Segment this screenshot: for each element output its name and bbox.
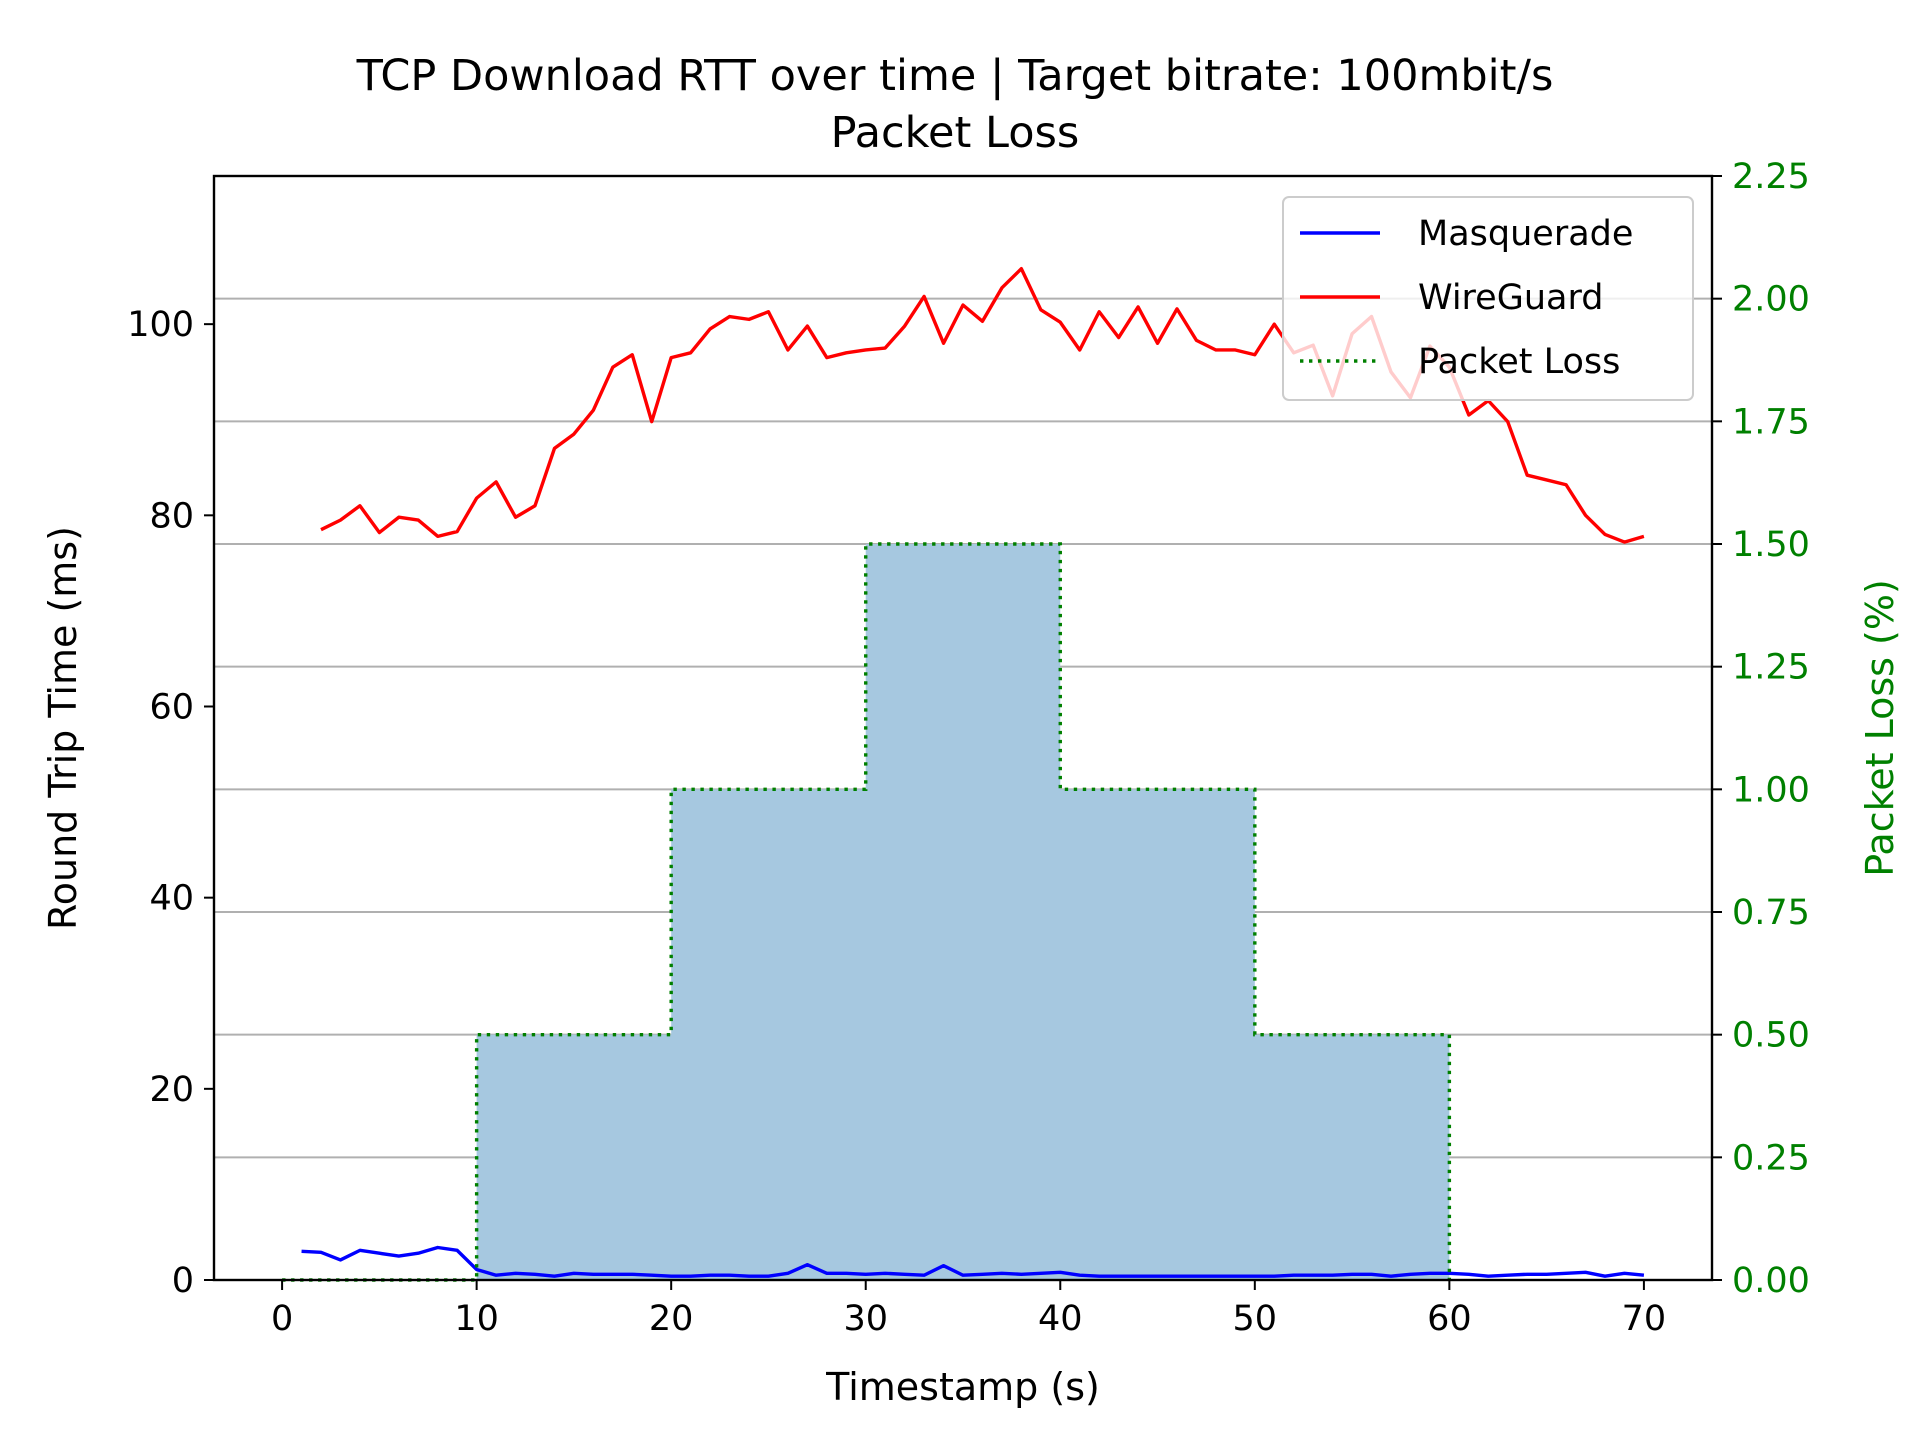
x-tick-label: 70 bbox=[1622, 1299, 1667, 1339]
right-y-tick-label: 0.25 bbox=[1732, 1138, 1810, 1178]
legend-label-masquerade: Masquerade bbox=[1418, 214, 1633, 254]
x-axis-label: Timestamp (s) bbox=[825, 1365, 1100, 1409]
right-y-tick-label: 0.75 bbox=[1732, 893, 1810, 933]
x-tick-label: 60 bbox=[1427, 1299, 1472, 1339]
x-tick-label: 20 bbox=[649, 1299, 694, 1339]
chart-title: TCP Download RTT over time | Target bitr… bbox=[356, 51, 1554, 101]
x-tick-label: 0 bbox=[271, 1299, 293, 1339]
x-tick-label: 50 bbox=[1233, 1299, 1278, 1339]
right-y-axis-label: Packet Loss (%) bbox=[1858, 579, 1902, 877]
right-y-tick-label: 1.25 bbox=[1732, 648, 1810, 688]
right-y-tick-label: 1.00 bbox=[1732, 770, 1810, 810]
chart-subtitle: Packet Loss bbox=[831, 108, 1080, 158]
y-axis-ticks: 0 20 40 60 80 100 bbox=[127, 305, 214, 1301]
right-y-tick-label: 1.50 bbox=[1732, 525, 1810, 565]
legend-label-packet-loss: Packet Loss bbox=[1418, 342, 1620, 382]
right-y-tick-label: 0.50 bbox=[1732, 1016, 1810, 1056]
y-tick-label: 100 bbox=[127, 305, 194, 345]
y-tick-label: 40 bbox=[149, 879, 194, 919]
y-tick-label: 20 bbox=[149, 1070, 194, 1110]
y-tick-label: 80 bbox=[149, 496, 194, 536]
y-tick-label: 0 bbox=[172, 1261, 194, 1301]
right-y-axis-ticks: 0.00 0.25 0.50 0.75 1.00 1.25 1.50 1.75 2.00 2.25 bbox=[1712, 157, 1810, 1301]
x-tick-label: 10 bbox=[454, 1299, 499, 1339]
series-line-masquerade bbox=[301, 1245, 1645, 1278]
series-line-packet-loss bbox=[282, 542, 1452, 1282]
packet-loss-fill bbox=[282, 544, 1450, 1280]
plot-frame bbox=[212, 174, 1714, 1282]
right-y-tick-label: 1.75 bbox=[1732, 402, 1810, 442]
right-y-tick-label: 2.00 bbox=[1732, 280, 1810, 320]
packet-loss-area bbox=[282, 544, 1450, 1280]
y-axis-label: Round Trip Time (ms) bbox=[41, 526, 85, 930]
legend-label-wireguard: WireGuard bbox=[1418, 278, 1603, 318]
x-tick-label: 30 bbox=[843, 1299, 888, 1339]
y-tick-label: 60 bbox=[149, 687, 194, 727]
right-y-tick-label: 2.25 bbox=[1732, 157, 1810, 197]
legend: Masquerade WireGuard Packet Loss bbox=[1282, 196, 1694, 401]
x-axis-ticks: 0 10 20 30 40 50 60 70 bbox=[271, 1280, 1666, 1339]
x-tick-label: 40 bbox=[1038, 1299, 1083, 1339]
legend-box bbox=[1282, 196, 1694, 401]
right-y-tick-label: 0.00 bbox=[1732, 1261, 1810, 1301]
